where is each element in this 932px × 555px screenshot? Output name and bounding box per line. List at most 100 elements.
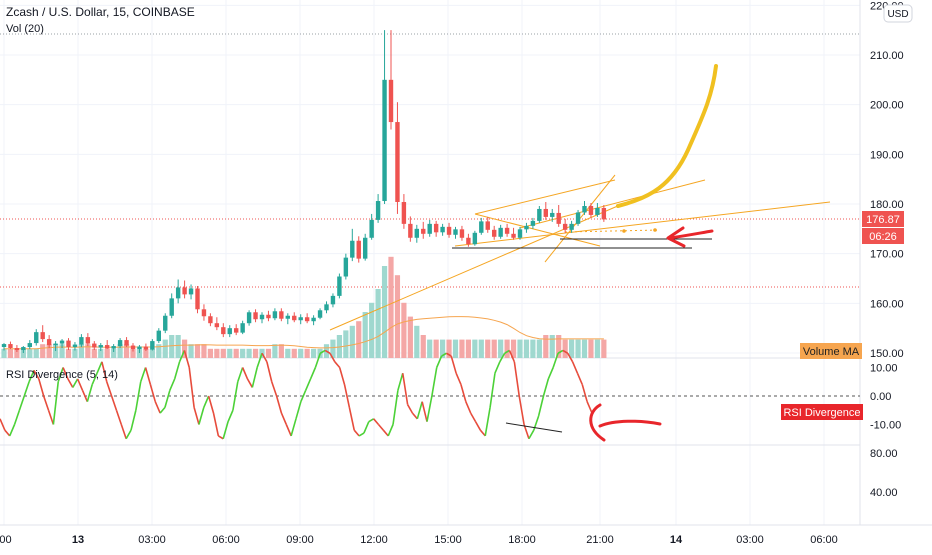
candle — [156, 328, 161, 344]
volume-bar — [14, 348, 20, 358]
time-axis[interactable]: :00 13 03:00 06:00 09:00 12:00 15:00 18:00 21:00… — [0, 534, 838, 546]
bullish-projection-curve[interactable] — [616, 64, 718, 208]
volume-ma-badge-label: Volume MA — [803, 346, 860, 358]
candle — [266, 310, 271, 322]
candle — [298, 314, 303, 325]
volume-bar — [536, 339, 542, 358]
symbol-legend[interactable]: Zcash / U.S. Dollar, 15, COINBASE — [6, 5, 195, 19]
volume-bar — [285, 348, 291, 358]
candle — [350, 228, 355, 262]
rsi-segment — [28, 370, 35, 383]
volume-bar — [156, 344, 162, 358]
candle — [208, 313, 213, 327]
rsi-segment — [47, 409, 55, 425]
volume-bar — [588, 339, 594, 358]
trendline-upper-channel-1[interactable] — [474, 179, 616, 215]
price-arrow-head[interactable] — [666, 226, 686, 248]
rsi-segment — [523, 424, 530, 440]
candle-body — [259, 314, 265, 320]
rsi-segment — [542, 378, 550, 397]
projection-point-2[interactable] — [653, 228, 657, 232]
candle-body — [34, 332, 39, 344]
rsi-segment — [309, 367, 317, 380]
trendline-upper-channel-2[interactable] — [519, 179, 706, 229]
volume-bar — [543, 335, 549, 358]
candle — [530, 217, 536, 229]
volume-legend[interactable]: Vol (20) — [6, 23, 44, 35]
candle-body — [601, 207, 607, 220]
rsi-divergence-line — [0, 349, 593, 440]
rsi-segment — [300, 389, 307, 403]
rsi-segment — [188, 367, 195, 408]
rsi-segment — [416, 401, 423, 420]
rsi-segment — [513, 361, 521, 397]
last-price-badge — [862, 211, 904, 227]
candle — [124, 337, 129, 348]
candle — [46, 335, 52, 349]
trendline-lower-channel[interactable] — [454, 201, 831, 247]
candle-body — [85, 337, 91, 344]
rsi-legend[interactable]: RSI Divergence (5, 14) — [6, 369, 118, 381]
candle-body — [498, 227, 503, 237]
candle-body — [201, 309, 207, 317]
candle — [556, 204, 561, 227]
volume-bar — [575, 339, 581, 358]
rsi-segment — [338, 367, 346, 385]
rsi-arrow-head[interactable] — [589, 403, 606, 442]
rsi-segment — [494, 361, 501, 374]
candle-body — [433, 223, 439, 233]
candle-body — [188, 288, 194, 295]
rsi-segment — [280, 412, 288, 425]
volume-bar — [581, 339, 588, 358]
countdown-badge — [862, 228, 904, 244]
price-tick-label: 200.00 — [870, 100, 904, 112]
time-tick-label: 13 — [72, 534, 84, 546]
price-axis[interactable]: 150.00 160.00 170.00 180.00 190.00 200.00 210.… — [870, 0, 904, 360]
lower-pane-axis[interactable]: 80.00 40.00 — [870, 448, 898, 499]
rsi-segment — [42, 395, 50, 411]
rsi-arrow-shaft[interactable] — [598, 419, 662, 428]
volume-bar — [59, 344, 65, 358]
volume-bar — [556, 335, 562, 358]
volume-bar — [188, 344, 194, 358]
divergence-line[interactable] — [505, 422, 563, 433]
price-arrow-shaft[interactable] — [668, 229, 714, 240]
candle — [163, 313, 168, 334]
candle — [182, 280, 187, 299]
candle — [601, 204, 607, 222]
rsi-segment — [343, 384, 351, 408]
projection-dots[interactable] — [564, 229, 661, 233]
candle-body — [569, 223, 574, 230]
rsi-tick-label: 0.00 — [870, 391, 891, 403]
candle-body — [588, 205, 594, 215]
rsi-axis[interactable]: 10.00 0.00 -10.00 — [870, 363, 901, 432]
candle-body — [459, 229, 465, 238]
candle — [98, 343, 103, 352]
candle — [550, 208, 555, 222]
trendline-lower-wedge[interactable] — [474, 213, 601, 247]
projection-point-1[interactable] — [622, 229, 626, 233]
candle-body — [401, 202, 407, 224]
rsi-segment — [261, 352, 268, 363]
price-tick-label: 210.00 — [870, 50, 904, 62]
volume-bar — [472, 339, 478, 358]
volume-bar — [85, 344, 91, 358]
rsi-segment — [33, 369, 40, 380]
candle-body — [562, 223, 568, 230]
last-price-label: 176.87 — [866, 214, 900, 226]
rsi-segment — [392, 390, 399, 425]
candle-body — [79, 337, 84, 345]
candle-body — [98, 345, 103, 348]
volume-bar — [91, 348, 97, 358]
rsi-segment — [586, 401, 593, 414]
rsi-segment — [469, 412, 477, 423]
candle — [214, 317, 220, 331]
trend-drawings[interactable] — [329, 64, 831, 331]
price-tick-label: 190.00 — [870, 149, 904, 161]
candle-body — [195, 288, 200, 310]
volume-bar — [420, 335, 426, 358]
candle — [466, 233, 471, 247]
currency-button[interactable] — [883, 4, 913, 23]
